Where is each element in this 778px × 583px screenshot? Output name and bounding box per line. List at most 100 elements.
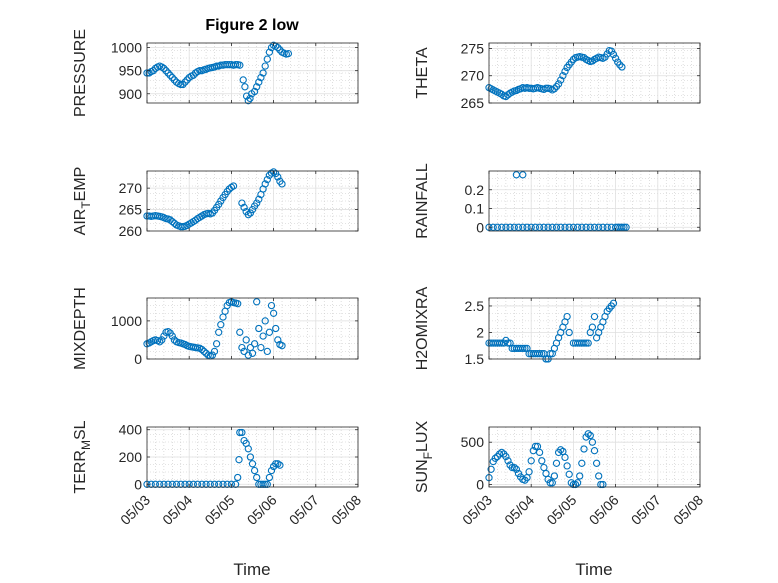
axes-box [146, 297, 359, 360]
data-point [510, 223, 518, 231]
y-tick-label: 0.2 [465, 182, 485, 198]
data-point [242, 336, 250, 344]
y-axis-label: AIRTEMP [72, 167, 93, 236]
data-point [592, 459, 601, 467]
data-point [284, 49, 293, 58]
data-point [502, 452, 510, 461]
data-point [578, 223, 586, 231]
data-point [278, 342, 286, 350]
subplot-theta: 265 270 275 THETA [414, 40, 701, 111]
axes-box [488, 170, 701, 232]
data-point [584, 339, 592, 347]
data-point [269, 168, 278, 176]
data-point [618, 223, 626, 231]
data-point [170, 76, 179, 84]
data-point [238, 343, 246, 352]
x-tick-label: 05/08 [328, 492, 364, 528]
data-point [240, 347, 248, 356]
x-tick-label: 05/07 [628, 492, 664, 528]
data-point [557, 76, 565, 84]
data-point [493, 223, 502, 231]
y-axis-label: PRESSURE [72, 29, 89, 117]
data-point [229, 182, 238, 190]
y-tick-label: 275 [461, 40, 485, 56]
data-point [573, 479, 582, 487]
data-point [580, 445, 588, 453]
data-point [611, 54, 620, 62]
data-point [495, 339, 504, 347]
x-tick-label: 05/05 [543, 492, 579, 528]
data-point [573, 223, 582, 231]
data-point [527, 457, 535, 465]
x-tick-label: 05/04 [501, 492, 537, 528]
data-point [523, 223, 531, 231]
data-point [274, 336, 282, 344]
data-point [550, 472, 559, 480]
data-point [597, 480, 605, 489]
data-point [198, 345, 206, 354]
data-point [590, 223, 599, 231]
data-point [565, 470, 573, 478]
y-axis-label: TERRMSL [72, 420, 93, 493]
data-point [215, 328, 223, 336]
data-point [512, 465, 521, 473]
data-point [595, 472, 603, 480]
data-point [244, 445, 252, 453]
data-point [609, 50, 618, 59]
data-point [546, 350, 554, 358]
data-point [236, 61, 244, 69]
data-point [521, 344, 529, 353]
data-point [550, 85, 559, 93]
y-tick-label: 0 [134, 476, 142, 492]
x-axis-label-right: Time [575, 560, 612, 579]
data-point [582, 223, 590, 231]
data-point [164, 69, 172, 77]
data-point [548, 223, 556, 231]
data-point [257, 73, 265, 82]
data-point [557, 223, 565, 231]
axes-box [488, 426, 701, 488]
x-tick-label: 05/06 [586, 492, 622, 528]
data-point [240, 203, 248, 212]
data-point [241, 83, 249, 91]
data-point [250, 466, 259, 475]
data-point [234, 473, 242, 482]
subplot-rainfall: 0 0.1 0.2 RAINFALL [414, 163, 701, 239]
data-point [261, 62, 269, 70]
data-point [265, 328, 274, 336]
y-tick-label: 265 [119, 202, 143, 218]
data-point [235, 456, 243, 464]
y-tick-label: 270 [119, 180, 143, 196]
y-tick-label: 270 [461, 68, 485, 84]
y-tick-label: 200 [119, 449, 143, 465]
y-tick-label: 2 [476, 324, 484, 340]
data-point [599, 480, 607, 489]
data-point [250, 87, 259, 96]
y-tick-label: 265 [461, 95, 485, 111]
data-point [234, 300, 242, 308]
data-point [504, 339, 512, 347]
data-point [620, 223, 628, 231]
data-point [212, 340, 221, 348]
x-tick-label: 05/03 [117, 492, 153, 528]
data-point [571, 480, 580, 489]
data-point [253, 298, 261, 306]
data-point [535, 223, 544, 231]
data-point [584, 430, 592, 438]
y-tick-label: 400 [119, 422, 143, 438]
data-point [561, 67, 569, 76]
data-point [548, 479, 556, 487]
data-point [508, 463, 516, 472]
data-point [239, 76, 247, 84]
data-point [274, 43, 282, 52]
x-tick-label: 05/05 [201, 492, 237, 528]
data-point [244, 351, 252, 359]
y-tick-label: 0 [134, 351, 142, 367]
data-point [246, 453, 255, 461]
data-point [525, 468, 533, 476]
data-point [253, 199, 261, 207]
data-point [580, 339, 588, 347]
y-axis-label: SUNFLUX [414, 421, 435, 494]
data-point [236, 428, 244, 437]
data-point [618, 63, 626, 71]
